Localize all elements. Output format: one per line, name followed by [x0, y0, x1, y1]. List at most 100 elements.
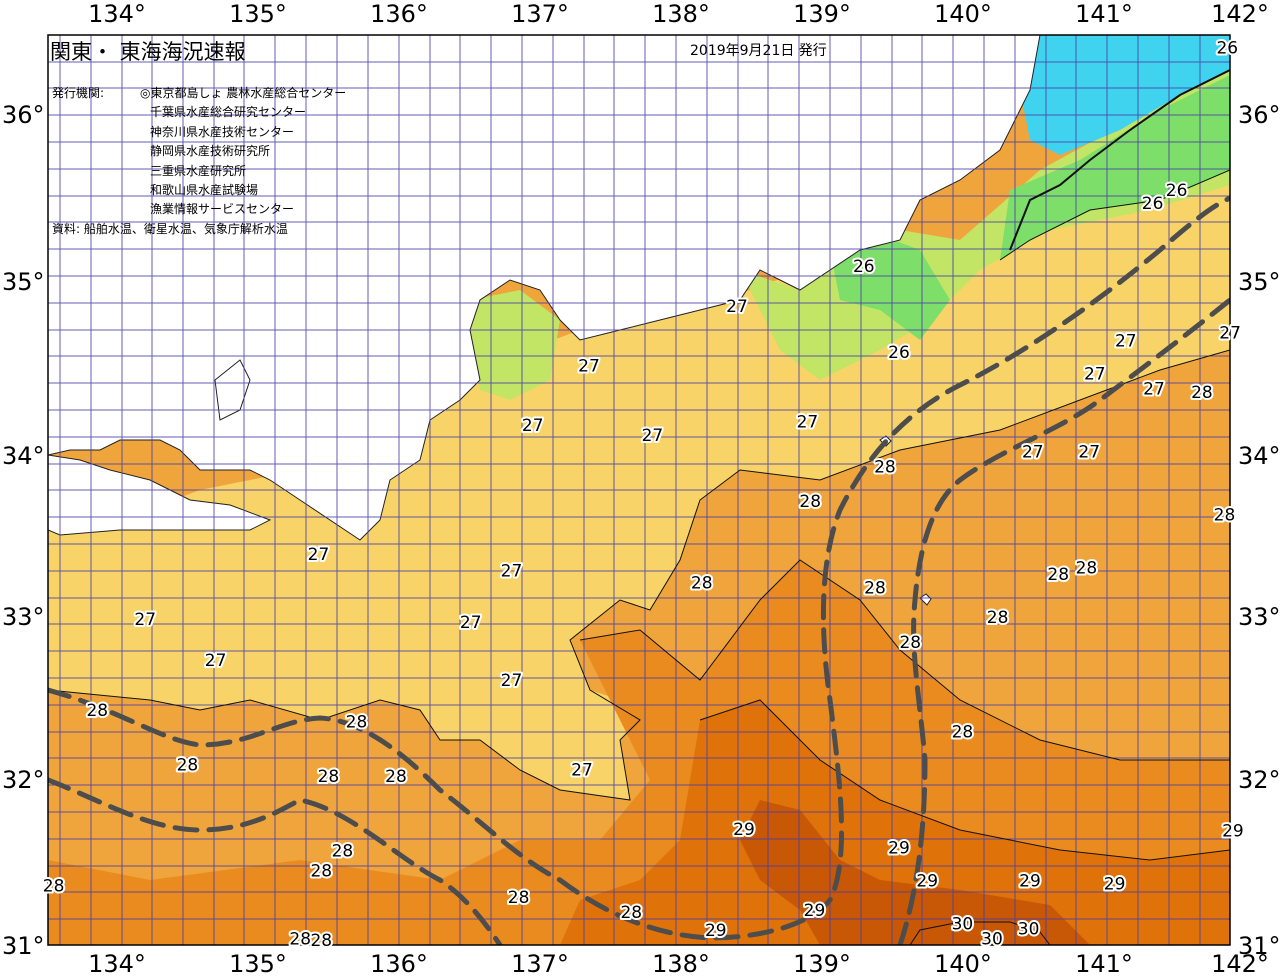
- isotherm-label-27: 27: [1022, 443, 1044, 463]
- lon-label-top: 141°: [1075, 0, 1133, 28]
- isotherm-label-26: 26: [1142, 194, 1164, 214]
- latitude-labels-right: 36° 35° 34° 33° 32° 31°: [1238, 101, 1280, 960]
- isotherm-29: [699, 699, 1230, 861]
- isotherm-label-26: 26: [853, 257, 875, 277]
- isotherm-label-27: 27: [460, 613, 482, 633]
- isotherm-label-29: 29: [804, 901, 826, 921]
- isotherm-label-28: 28: [691, 573, 713, 593]
- lon-label-bottom: 142°: [1211, 950, 1269, 978]
- lon-label-bottom: 136°: [370, 950, 428, 978]
- isotherm-label-27: 27: [642, 426, 664, 446]
- isotherm-label-30: 30: [981, 929, 1003, 949]
- lon-label-top: 135°: [229, 0, 287, 28]
- map-frame: [47, 34, 1231, 946]
- isotherm-label-29: 29: [1222, 822, 1244, 842]
- isotherm-label-28: 28: [874, 457, 896, 477]
- map-title: 関東・ 東海海況速報: [50, 40, 246, 64]
- lon-label-top: 138°: [652, 0, 710, 28]
- sea-zone-25-north: [1020, 35, 1230, 155]
- graticule: [48, 35, 1230, 945]
- issue-date: 2019年9月21日 発行: [690, 43, 827, 59]
- lat-label-left: 34°: [2, 442, 45, 470]
- isotherm-28: [579, 559, 1230, 761]
- isotherm-label-28: 28: [385, 767, 407, 787]
- sea-zone-30: [740, 800, 1090, 945]
- isotherm-label-30: 30: [1018, 919, 1040, 939]
- isotherm-label-29: 29: [1104, 875, 1126, 895]
- lat-label-left: 35°: [2, 268, 45, 296]
- lon-label-bottom: 134°: [88, 950, 146, 978]
- sea-zone-29: [560, 700, 1230, 945]
- isotherm-label-27: 27: [797, 413, 819, 433]
- isotherm-label-29: 29: [916, 871, 938, 891]
- issuer-list: 発行機関: ◎東京都島しょ 農林水産総合センター 千葉県水産総合研究センター 神奈…: [52, 84, 346, 220]
- current-axis-east: [897, 297, 1230, 945]
- isotherm-label-28: 28: [508, 888, 530, 908]
- isotherm-label-28: 28: [952, 722, 974, 742]
- isotherm-label-28: 28: [899, 633, 921, 653]
- lon-label-top: 140°: [934, 0, 992, 28]
- issuer-item: 千葉県水産総合研究センター: [150, 105, 307, 120]
- isotherm-label-27: 27: [522, 416, 544, 436]
- land-kii-shikoku: [48, 35, 1041, 541]
- sea-zone-26-sagami: [830, 235, 950, 340]
- longitude-labels-top: 134° 135° 136° 137° 138° 139° 140° 141° …: [88, 0, 1269, 28]
- isotherm-label-26: 26: [1216, 38, 1238, 58]
- isotherm-label-27: 27: [501, 562, 523, 582]
- isotherm-label-28: 28: [332, 842, 354, 862]
- sea-zone-26: [1000, 75, 1230, 260]
- isotherm-label-27: 27: [1143, 380, 1165, 400]
- isotherm-label-28: 28: [864, 578, 886, 598]
- issuer-item: 漁業情報サービスセンター: [150, 202, 295, 217]
- lat-label-left: 32°: [2, 766, 45, 794]
- isotherm-label-27: 27: [1078, 443, 1100, 463]
- lat-label-right: 35°: [1238, 268, 1280, 296]
- isotherm-label-27: 27: [205, 651, 227, 671]
- sea-zone-26-5-kii: [470, 290, 560, 400]
- isotherm-label-27: 27: [571, 761, 593, 781]
- latitude-labels-left: 36° 35° 34° 33° 32° 31°: [2, 101, 45, 960]
- isotherm-label-27: 27: [726, 297, 748, 317]
- issuer-item: 静岡県水産技術研究所: [150, 144, 271, 159]
- isotherm-label-29: 29: [733, 820, 755, 840]
- isotherm-label-27: 27: [1115, 332, 1137, 352]
- issuer-item: ◎東京都島しょ 農林水産総合センター: [140, 86, 347, 100]
- isotherm-label-27: 27: [1084, 365, 1106, 385]
- lat-label-right: 33°: [1238, 603, 1280, 631]
- isotherm-label-28: 28: [177, 756, 199, 776]
- isotherm-30: [909, 921, 1051, 945]
- longitude-labels-bottom: 134° 135° 136° 137° 138° 139° 140° 141° …: [88, 950, 1269, 978]
- lon-label-bottom: 141°: [1075, 950, 1133, 978]
- isotherm-25: [1009, 69, 1230, 251]
- lat-label-right: 36°: [1238, 101, 1280, 129]
- isotherm-label-28: 28: [987, 608, 1009, 628]
- isotherm-label-29: 29: [888, 838, 910, 858]
- land-awaji: [214, 359, 251, 421]
- lon-label-bottom: 140°: [934, 950, 992, 978]
- data-source-note: 資料: 船舶水温、衛星水温、気象庁解析水温: [52, 222, 288, 236]
- isotherm-label-29: 29: [705, 921, 727, 941]
- land-miyake: [919, 593, 932, 606]
- isotherm-label-27: 27: [308, 545, 330, 565]
- lon-label-bottom: 135°: [229, 950, 287, 978]
- isotherm-label-28: 28: [289, 929, 311, 949]
- lat-label-left: 31°: [2, 932, 45, 960]
- isotherm-26: [999, 169, 1230, 261]
- lon-label-bottom: 138°: [652, 950, 710, 978]
- issuer-item: 三重県水産研究所: [150, 163, 247, 178]
- lon-label-top: 139°: [793, 0, 851, 28]
- lon-label-top: 134°: [88, 0, 146, 28]
- isotherm-label-30: 30: [952, 915, 974, 935]
- isotherm-label-28: 28: [1047, 565, 1069, 585]
- lon-label-top: 142°: [1211, 0, 1269, 28]
- isotherm-label-28: 28: [1214, 505, 1236, 525]
- isotherm-label-28: 28: [799, 492, 821, 512]
- lon-label-bottom: 139°: [793, 950, 851, 978]
- isotherm-label-28: 28: [1076, 558, 1098, 578]
- land: [48, 35, 1041, 606]
- isotherm-label-27: 27: [134, 610, 156, 630]
- isotherm-label-26: 26: [888, 343, 910, 363]
- issuer-label: 発行機関:: [52, 86, 105, 100]
